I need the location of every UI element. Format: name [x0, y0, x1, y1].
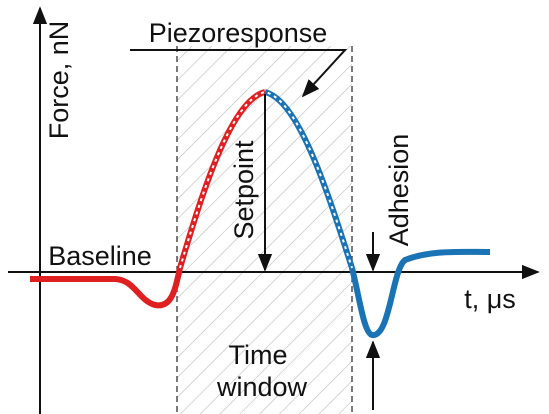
piezoresponse-label: Piezoresponse	[149, 18, 328, 48]
adhesion-label: Adhesion	[384, 134, 414, 247]
baseline-label: Baseline	[48, 241, 152, 271]
time-window-label: Time	[229, 340, 288, 370]
y-axis-label: Force, nN	[44, 21, 74, 140]
time-window-label: window	[216, 372, 308, 402]
setpoint-label: Setpoint	[229, 140, 259, 240]
piezoresponse-dots	[179, 90, 353, 269]
piezoresponse-pointer	[130, 49, 348, 98]
approach-curve	[30, 89, 267, 309]
x-axis-label: t, μs	[464, 284, 516, 314]
